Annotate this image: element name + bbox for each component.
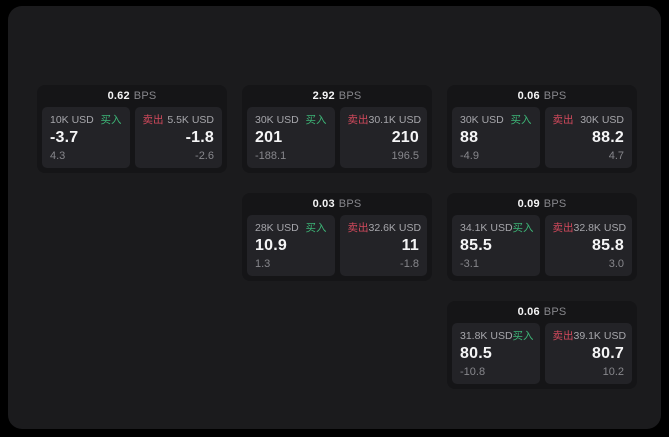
sell-change: -2.6 [195,150,214,162]
sell-amount: 32.6K USD [368,222,422,234]
buy-amount: 34.1K USD [460,222,513,234]
buy-quote-tile[interactable]: 30K USD 买入 88 -4.9 [452,107,540,168]
buy-price: 88 [460,129,479,146]
quote-card: 0.03 BPS 28K USD 买入 10.9 1.3 卖出 32.6K US… [242,193,432,281]
spread-bps-value: 0.09 [517,198,540,210]
sell-amount: 30.1K USD [368,114,422,126]
bps-unit-label: BPS [543,198,567,210]
sell-amount: 5.5K USD [167,114,214,126]
sell-price: 80.7 [592,345,624,362]
sell-quote-tile[interactable]: 卖出 39.1K USD 80.7 10.2 [544,323,632,384]
card-body: 34.1K USD 买入 85.5 -3.1 卖出 32.8K USD 85.8… [447,215,637,281]
sell-price: 210 [391,129,419,146]
buy-amount: 30K USD [460,114,504,126]
buy-button[interactable]: 买入 [305,222,327,234]
quote-grid: 0.62 BPS 10K USD 买入 -3.7 4.3 卖出 5.5K USD [37,85,637,389]
quote-card: 0.62 BPS 10K USD 买入 -3.7 4.3 卖出 5.5K USD [37,85,227,173]
quote-card: 2.92 BPS 30K USD 买入 201 -188.1 卖出 30.1K … [242,85,432,173]
card-header: 0.06 BPS [447,85,637,107]
sell-price: -1.8 [185,129,214,146]
card-header: 0.06 BPS [447,301,637,323]
buy-change: -10.8 [460,366,486,378]
buy-change: -3.1 [460,258,479,270]
card-header: 0.09 BPS [447,193,637,215]
card-body: 30K USD 买入 88 -4.9 卖出 30K USD 88.2 4.7 [447,107,637,173]
sell-price: 11 [401,237,419,254]
buy-button[interactable]: 买入 [510,114,532,126]
buy-change: 4.3 [50,150,66,162]
sell-button[interactable]: 卖出 [347,114,369,126]
sell-amount: 32.8K USD [573,222,627,234]
buy-quote-tile[interactable]: 31.8K USD 买入 80.5 -10.8 [452,323,540,384]
sell-quote-tile[interactable]: 卖出 30.1K USD 210 196.5 [339,107,427,168]
spread-bps-value: 0.06 [517,90,540,102]
card-header: 0.03 BPS [242,193,432,215]
buy-amount: 28K USD [255,222,299,234]
buy-quote-tile[interactable]: 28K USD 买入 10.9 1.3 [247,215,335,276]
buy-price: -3.7 [50,129,79,146]
card-header: 2.92 BPS [242,85,432,107]
buy-change: -4.9 [460,150,479,162]
buy-button[interactable]: 买入 [512,330,534,342]
spread-bps-value: 0.03 [312,198,335,210]
card-body: 30K USD 买入 201 -188.1 卖出 30.1K USD 210 1… [242,107,432,173]
spread-bps-value: 2.92 [312,90,335,102]
sell-quote-tile[interactable]: 卖出 32.8K USD 85.8 3.0 [544,215,632,276]
card-body: 10K USD 买入 -3.7 4.3 卖出 5.5K USD -1.8 -2.… [37,107,227,173]
sell-button[interactable]: 卖出 [552,114,574,126]
sell-price: 85.8 [592,237,624,254]
buy-price: 85.5 [460,237,492,254]
sell-button[interactable]: 卖出 [552,330,574,342]
sell-quote-tile[interactable]: 卖出 5.5K USD -1.8 -2.6 [134,107,222,168]
buy-button[interactable]: 买入 [100,114,122,126]
buy-button[interactable]: 买入 [305,114,327,126]
quote-card: 0.06 BPS 30K USD 买入 88 -4.9 卖出 30K USD [447,85,637,173]
quote-card: 0.09 BPS 34.1K USD 买入 85.5 -3.1 卖出 32.8K… [447,193,637,281]
app-panel: 0.62 BPS 10K USD 买入 -3.7 4.3 卖出 5.5K USD [8,6,661,429]
sell-quote-tile[interactable]: 卖出 30K USD 88.2 4.7 [544,107,632,168]
sell-amount: 30K USD [580,114,624,126]
sell-change: -1.8 [400,258,419,270]
spread-bps-value: 0.62 [107,90,130,102]
buy-amount: 10K USD [50,114,94,126]
bps-unit-label: BPS [543,90,567,102]
sell-change: 196.5 [391,150,419,162]
buy-quote-tile[interactable]: 34.1K USD 买入 85.5 -3.1 [452,215,540,276]
sell-button[interactable]: 卖出 [142,114,164,126]
buy-change: -188.1 [255,150,287,162]
buy-price: 10.9 [255,237,287,254]
sell-quote-tile[interactable]: 卖出 32.6K USD 11 -1.8 [339,215,427,276]
buy-quote-tile[interactable]: 30K USD 买入 201 -188.1 [247,107,335,168]
spread-bps-value: 0.06 [517,306,540,318]
sell-button[interactable]: 卖出 [347,222,369,234]
sell-button[interactable]: 卖出 [552,222,574,234]
bps-unit-label: BPS [338,90,362,102]
buy-price: 201 [255,129,283,146]
buy-quote-tile[interactable]: 10K USD 买入 -3.7 4.3 [42,107,130,168]
card-body: 28K USD 买入 10.9 1.3 卖出 32.6K USD 11 -1.8 [242,215,432,281]
sell-price: 88.2 [592,129,624,146]
sell-change: 10.2 [602,366,624,378]
bps-unit-label: BPS [133,90,157,102]
sell-change: 4.7 [608,150,624,162]
buy-price: 80.5 [460,345,492,362]
sell-amount: 39.1K USD [573,330,627,342]
card-header: 0.62 BPS [37,85,227,107]
bps-unit-label: BPS [338,198,362,210]
card-body: 31.8K USD 买入 80.5 -10.8 卖出 39.1K USD 80.… [447,323,637,389]
buy-amount: 30K USD [255,114,299,126]
buy-change: 1.3 [255,258,271,270]
sell-change: 3.0 [608,258,624,270]
buy-button[interactable]: 买入 [512,222,534,234]
quote-card: 0.06 BPS 31.8K USD 买入 80.5 -10.8 卖出 39.1… [447,301,637,389]
bps-unit-label: BPS [543,306,567,318]
buy-amount: 31.8K USD [460,330,513,342]
